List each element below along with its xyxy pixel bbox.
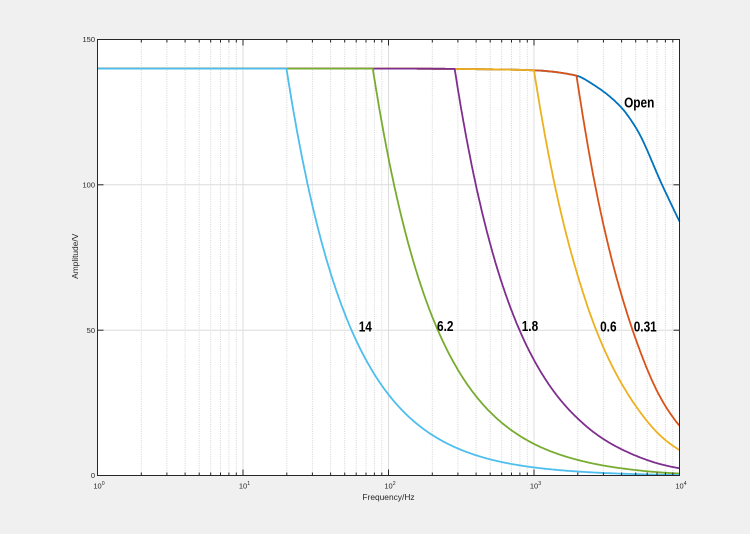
svg-text:14: 14: [359, 318, 373, 335]
svg-text:101: 101: [239, 481, 250, 491]
svg-text:102: 102: [384, 481, 395, 491]
svg-text:103: 103: [530, 481, 541, 491]
svg-text:Open: Open: [624, 94, 654, 111]
svg-text:6.2: 6.2: [437, 318, 453, 335]
svg-text:100: 100: [82, 180, 95, 189]
svg-text:0: 0: [91, 471, 95, 480]
svg-text:50: 50: [87, 326, 95, 335]
svg-text:104: 104: [675, 481, 686, 491]
svg-text:0.31: 0.31: [634, 318, 657, 335]
svg-text:1.8: 1.8: [522, 318, 539, 335]
svg-text:Amplitude/V: Amplitude/V: [70, 233, 80, 279]
svg-text:150: 150: [82, 35, 95, 44]
svg-text:Frequency/Hz: Frequency/Hz: [362, 492, 414, 502]
svg-text:0.6: 0.6: [600, 318, 617, 335]
svg-text:100: 100: [93, 481, 104, 491]
